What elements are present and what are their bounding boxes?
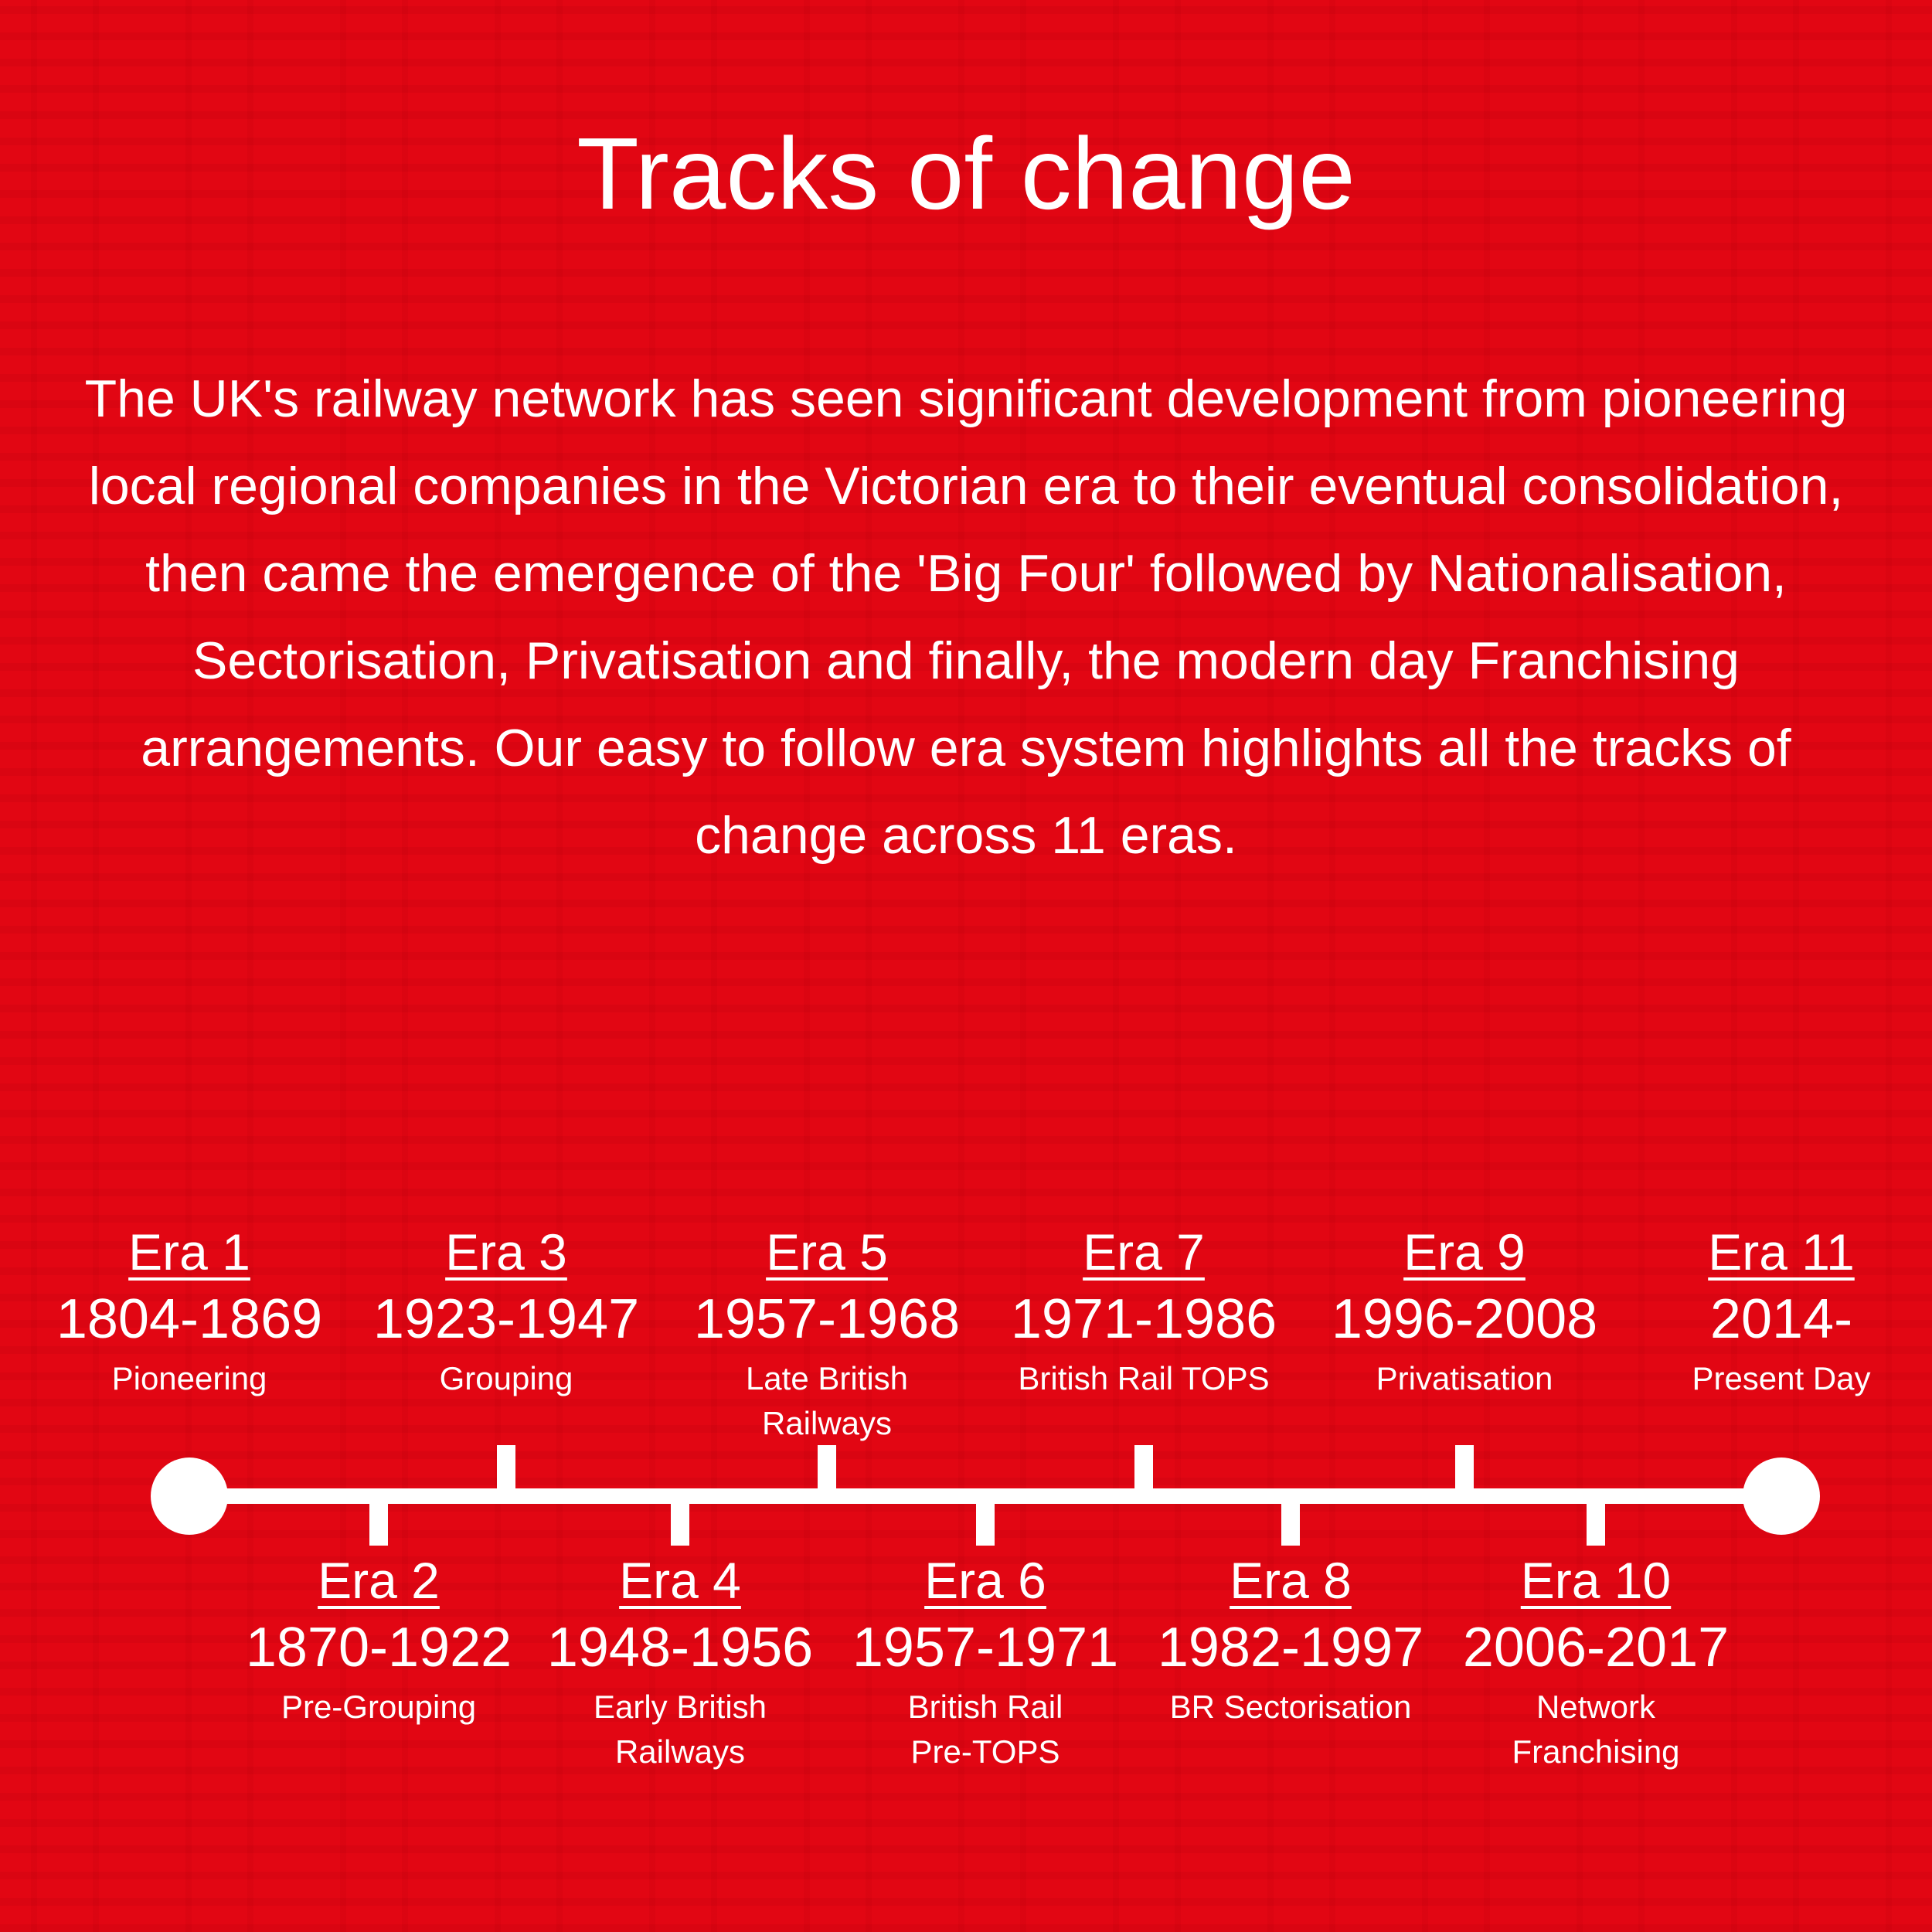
era-tick: [1587, 1496, 1605, 1546]
era-label: Era 7: [1083, 1223, 1205, 1281]
era-years: 1923-1947: [372, 1288, 640, 1350]
era-tick: [976, 1496, 995, 1546]
era-name: Late British Railways: [745, 1360, 909, 1441]
era-label: Era 5: [766, 1223, 888, 1281]
era-7: Era 7 1971-1986 British Rail TOPS: [989, 1221, 1298, 1401]
era-1: Era 1 1804-1869 Pioneering: [35, 1221, 344, 1401]
timeline-start-dot: [151, 1458, 228, 1535]
era-tick: [1134, 1445, 1153, 1495]
era-tick: [671, 1496, 689, 1546]
era-name: Privatisation: [1376, 1360, 1553, 1396]
era-11: Era 11 2014- Present Day: [1627, 1221, 1932, 1401]
era-2: Era 2 1870-1922 Pre-Grouping: [224, 1549, 533, 1730]
era-tick: [1281, 1496, 1300, 1546]
era-years: 1957-1971: [852, 1617, 1119, 1679]
era-tick: [369, 1496, 388, 1546]
era-tick: [1455, 1445, 1474, 1495]
page-title: Tracks of change: [577, 117, 1355, 230]
era-label: Era 1: [128, 1223, 250, 1281]
era-3: Era 3 1923-1947 Grouping: [352, 1221, 661, 1401]
intro-text: The UK's railway network has seen signif…: [84, 369, 1848, 865]
era-label: Era 10: [1520, 1552, 1672, 1609]
era-name: Pioneering: [111, 1360, 267, 1396]
era-name: British Rail Pre-TOPS: [907, 1689, 1063, 1770]
era-years: 2014-: [1709, 1288, 1853, 1350]
era-years: 1957-1968: [693, 1288, 961, 1350]
era-label: Era 8: [1230, 1552, 1352, 1609]
era-tick: [497, 1445, 515, 1495]
era-label: Era 3: [445, 1223, 567, 1281]
era-tick: [818, 1445, 836, 1495]
era-8: Era 8 1982-1997 BR Sectorisation: [1136, 1549, 1445, 1730]
era-label: Era 2: [318, 1552, 440, 1609]
era-years: 1982-1997: [1157, 1617, 1424, 1679]
era-years: 1996-2008: [1331, 1288, 1598, 1350]
era-5: Era 5 1957-1968 Late British Railways: [672, 1221, 981, 1446]
era-name: Early British Railways: [593, 1689, 767, 1770]
era-label: Era 11: [1708, 1223, 1855, 1281]
era-years: 2006-2017: [1462, 1617, 1730, 1679]
era-label: Era 4: [619, 1552, 741, 1609]
era-label: Era 6: [924, 1552, 1046, 1609]
era-name: BR Sectorisation: [1169, 1689, 1412, 1725]
era-name: Present Day: [1692, 1360, 1871, 1396]
era-years: 1870-1922: [245, 1617, 512, 1679]
era-4: Era 4 1948-1956 Early British Railways: [526, 1549, 835, 1774]
era-label: Era 9: [1403, 1223, 1526, 1281]
era-name: Pre-Grouping: [281, 1689, 477, 1725]
era-years: 1948-1956: [546, 1617, 814, 1679]
era-name: Grouping: [439, 1360, 573, 1396]
era-years: 1971-1986: [1010, 1288, 1277, 1350]
era-years: 1804-1869: [56, 1288, 323, 1350]
era-name: British Rail TOPS: [1018, 1360, 1270, 1396]
era-6: Era 6 1957-1971 British Rail Pre-TOPS: [831, 1549, 1140, 1774]
era-name: Network Franchising: [1512, 1689, 1680, 1770]
era-9: Era 9 1996-2008 Privatisation: [1310, 1221, 1619, 1401]
era-10: Era 10 2006-2017 Network Franchising: [1441, 1549, 1750, 1774]
timeline-end-dot: [1743, 1458, 1820, 1535]
